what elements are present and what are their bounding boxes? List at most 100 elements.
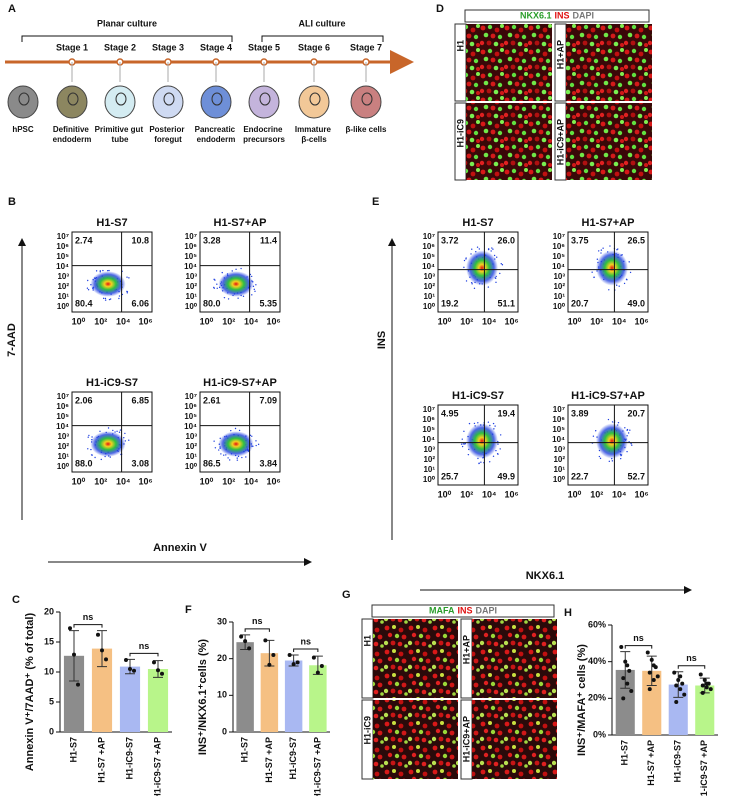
legend-entry: DAPI: [476, 606, 498, 616]
event-cloud: [466, 250, 498, 286]
y-tick-label: 10⁵: [422, 425, 435, 434]
y-tick-label: 10²: [185, 442, 197, 451]
significance-bracket: [244, 628, 270, 632]
cell-label-line: β-like cells: [346, 125, 387, 134]
plot-frame: [567, 231, 649, 313]
cell-nucleus: [309, 92, 321, 106]
event-dot: [108, 269, 110, 272]
event-dot: [236, 457, 238, 459]
data-point: [128, 667, 132, 671]
y-tick-label: 10¹: [185, 292, 197, 301]
event-dot: [227, 457, 229, 459]
y-tick-label: 10²: [553, 455, 565, 464]
data-point: [704, 681, 709, 686]
data-point: [76, 682, 80, 687]
axis-title: 7-AAD: [6, 323, 18, 357]
micrograph: [466, 103, 552, 180]
event-dot: [116, 430, 118, 432]
x-tick-label: 10⁶: [505, 316, 519, 326]
data-point: [243, 639, 248, 644]
cell-icon: [350, 85, 382, 119]
bracket: [261, 35, 384, 42]
y-tick-label: 10⁵: [184, 412, 197, 421]
y-tick-label: 10³: [553, 445, 565, 454]
event-dot: [468, 422, 471, 425]
bar: [63, 655, 85, 732]
quadrant-value: 3.72: [441, 235, 459, 245]
cell-label-line: Posterior: [149, 125, 186, 134]
event-cloud: [90, 271, 126, 297]
cell-nucleus: [67, 92, 79, 106]
data-point: [645, 650, 650, 655]
event-dot: [255, 444, 257, 447]
event-dot: [126, 276, 128, 278]
event-dot: [499, 272, 501, 275]
event-dot: [235, 268, 237, 270]
x-tick-label: 10²: [460, 316, 473, 326]
x-tick-label: 10⁰: [568, 489, 582, 499]
event-dot: [223, 296, 226, 299]
data-point: [647, 687, 652, 692]
data-point: [676, 678, 681, 682]
y-tick-label: 10⁵: [184, 252, 197, 261]
event-dot: [228, 459, 231, 461]
quadrant-value: 3.75: [571, 235, 589, 245]
y-tick-label: 10⁵: [56, 252, 69, 261]
image-label: H1+AP: [461, 635, 471, 664]
plot-title: H1-iC9-S7: [86, 377, 138, 389]
event-dot: [220, 453, 222, 455]
event-dot: [213, 440, 215, 442]
x-tick-label: H1-iC9-S7 +AP: [699, 740, 709, 796]
data-point: [698, 672, 703, 677]
event-dot: [230, 429, 232, 432]
quadrant-value: 2.74: [75, 235, 93, 245]
cell-label-line: β-cells: [301, 135, 327, 144]
image-label: H1-iC9+AP: [555, 119, 565, 165]
x-tick-label: 10⁰: [200, 316, 214, 326]
data-point: [655, 674, 660, 679]
plot-frame: [567, 404, 649, 486]
image-label: H1: [362, 635, 372, 647]
bracket: [21, 35, 233, 42]
panel-label: F: [185, 604, 192, 616]
cell-icon: [248, 85, 280, 119]
event-dot: [478, 462, 480, 465]
y-tick-label: 10⁷: [57, 392, 69, 401]
y-tick-label: 10⁷: [185, 232, 197, 241]
event-dot: [470, 253, 472, 255]
event-dot: [231, 270, 233, 272]
event-dot: [608, 289, 610, 291]
cell-icon: [104, 85, 136, 119]
event-dot: [626, 429, 628, 431]
event-dot: [500, 262, 502, 265]
event-dot: [626, 279, 628, 281]
data-point: [104, 657, 108, 662]
y-tick-label: 10³: [185, 432, 197, 441]
quadrant-value: 10.8: [131, 235, 149, 245]
event-dot: [245, 456, 247, 458]
error-bar: [620, 651, 631, 689]
data-point: [702, 678, 707, 682]
y-tick-label: 10¹: [423, 465, 435, 474]
cell-nucleus: [18, 92, 30, 106]
x-tick-label: 10⁶: [139, 476, 153, 486]
data-point: [96, 632, 100, 637]
legend-entry: NKX6.1: [520, 11, 552, 21]
event-dot: [598, 455, 601, 458]
x-tick-label: 10⁴: [612, 316, 626, 326]
x-tick-label: 10⁶: [635, 316, 649, 326]
y-tick-label: 10³: [57, 272, 69, 281]
cell-icon: [298, 85, 330, 119]
data-point: [621, 676, 626, 681]
y-tick-label: 10⁰: [423, 302, 436, 311]
y-tick-label: 10⁵: [552, 425, 565, 434]
panel-label: E: [372, 196, 379, 208]
y-tick-label: 5: [49, 696, 54, 706]
event-dot: [592, 435, 595, 437]
x-tick-label: 10⁶: [505, 489, 519, 499]
event-dot: [99, 271, 101, 273]
event-dot: [473, 287, 476, 290]
event-dot: [616, 249, 618, 251]
y-tick-label: 10³: [553, 272, 565, 281]
y-tick-label: 10⁰: [185, 462, 198, 471]
